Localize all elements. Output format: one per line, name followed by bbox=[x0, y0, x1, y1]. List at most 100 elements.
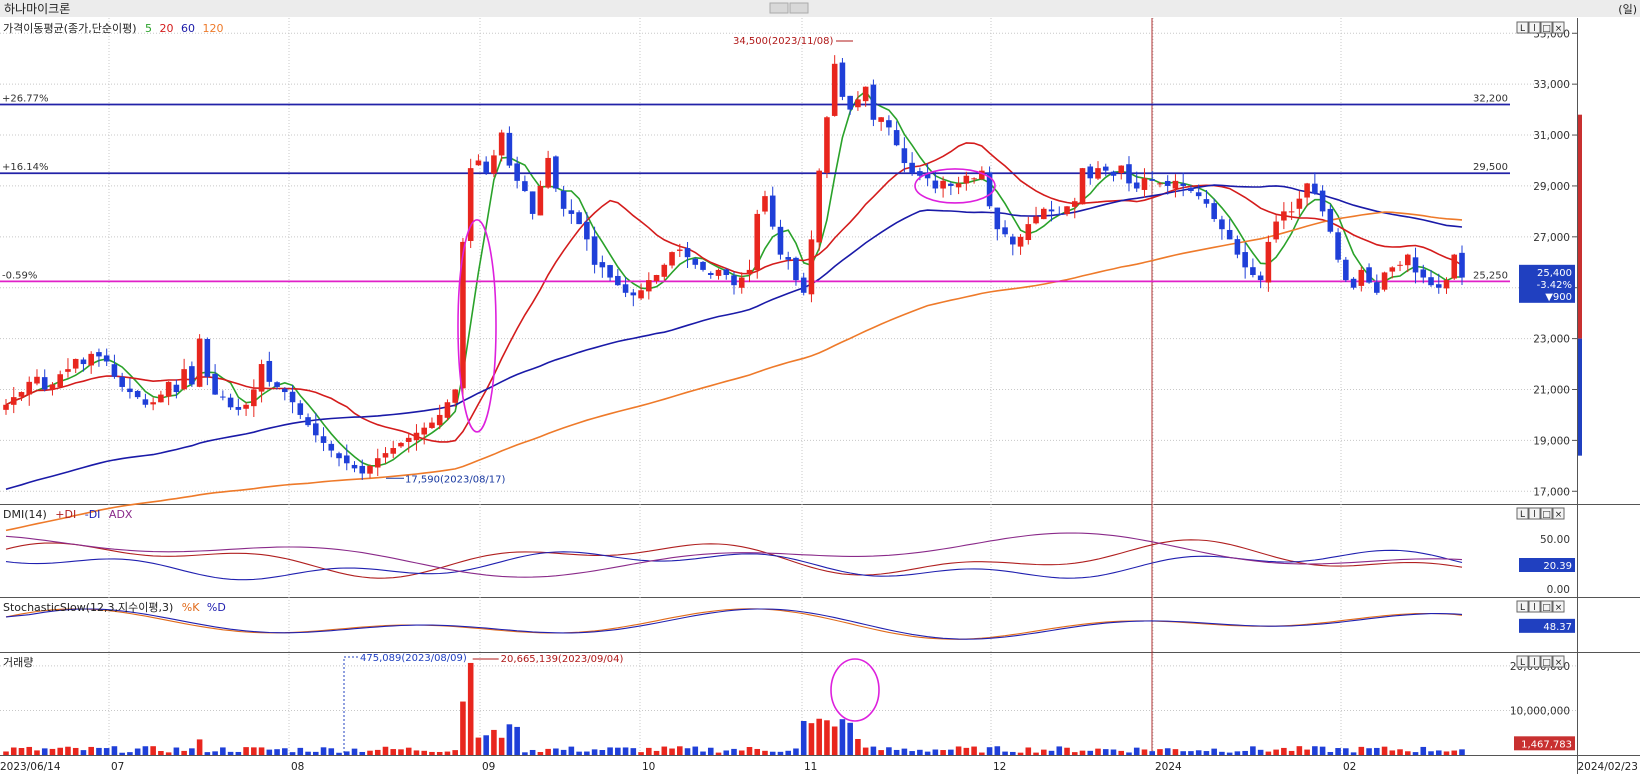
candle-body bbox=[328, 443, 335, 451]
panel-control-label[interactable]: □ bbox=[1542, 603, 1551, 613]
panel-control-button[interactable]: L bbox=[1516, 655, 1529, 668]
panel-control-button[interactable]: L bbox=[1516, 600, 1529, 613]
volume-bar bbox=[893, 749, 900, 755]
panel-control-bg[interactable] bbox=[1528, 507, 1541, 520]
panel-control-button[interactable]: l bbox=[1528, 655, 1541, 668]
panel-control-bg[interactable] bbox=[1540, 600, 1553, 613]
candle bbox=[34, 369, 40, 386]
panel-control-label[interactable]: l bbox=[1533, 603, 1536, 613]
panel-control-button[interactable]: □ bbox=[1540, 507, 1553, 520]
candle-body bbox=[1040, 208, 1047, 220]
candle-body bbox=[584, 221, 590, 240]
panel-control-bg[interactable] bbox=[1552, 21, 1565, 34]
panel-control-label[interactable]: L bbox=[1520, 658, 1525, 668]
panel-control-label[interactable]: □ bbox=[1542, 510, 1551, 520]
panel-control-bg[interactable] bbox=[1516, 21, 1529, 34]
panel-control-bg[interactable] bbox=[1516, 507, 1529, 520]
panel-control-button[interactable]: l bbox=[1528, 21, 1541, 34]
panel-control-bg[interactable] bbox=[1552, 655, 1565, 668]
panel-control-label[interactable]: × bbox=[1555, 510, 1563, 520]
panel-control-label[interactable]: × bbox=[1555, 603, 1563, 613]
panel-control-bg[interactable] bbox=[1516, 600, 1529, 613]
volume-bar bbox=[351, 748, 358, 755]
panel-control-button[interactable]: l bbox=[1528, 600, 1541, 613]
volume-bar bbox=[1435, 750, 1442, 755]
volume-bar bbox=[134, 748, 141, 755]
panel-control-bg[interactable] bbox=[1552, 600, 1565, 613]
panel-control-button[interactable]: L bbox=[1516, 21, 1529, 34]
candle bbox=[855, 91, 861, 111]
candle bbox=[948, 181, 954, 196]
candle-body bbox=[1459, 252, 1465, 278]
panel-control-label[interactable]: × bbox=[1555, 24, 1563, 34]
window-max-button[interactable] bbox=[789, 2, 809, 14]
volume-bar bbox=[1296, 746, 1303, 755]
volume-bar bbox=[1087, 750, 1094, 755]
volume-bar bbox=[862, 747, 869, 755]
panel-control-button[interactable]: □ bbox=[1540, 655, 1553, 668]
candle-body bbox=[1095, 168, 1101, 179]
volume-bar bbox=[3, 751, 9, 755]
candle-body bbox=[653, 274, 660, 281]
candle-body bbox=[955, 183, 962, 188]
candle bbox=[1219, 215, 1225, 240]
panel-control-button[interactable]: × bbox=[1552, 21, 1565, 34]
window-min-button[interactable] bbox=[769, 2, 789, 14]
panel-control-button[interactable]: × bbox=[1552, 507, 1565, 520]
panel-control-label[interactable]: l bbox=[1533, 510, 1536, 520]
panel-control-label[interactable]: L bbox=[1520, 510, 1525, 520]
panel-control-button[interactable]: □ bbox=[1540, 21, 1553, 34]
candle-body bbox=[1157, 183, 1163, 185]
candle-body bbox=[568, 210, 575, 214]
panel-control-label[interactable]: □ bbox=[1542, 658, 1551, 668]
candle-body bbox=[1149, 179, 1156, 181]
volume-bar bbox=[560, 749, 567, 755]
candle bbox=[1296, 190, 1303, 216]
volume-bar bbox=[522, 752, 528, 755]
volume-bar bbox=[994, 746, 1001, 755]
candle bbox=[684, 241, 691, 268]
panel-control-label[interactable]: □ bbox=[1542, 24, 1551, 34]
panel-control-label[interactable]: l bbox=[1533, 658, 1536, 668]
candle bbox=[173, 379, 180, 399]
panel-control-label[interactable]: L bbox=[1520, 603, 1525, 613]
panel-control-bg[interactable] bbox=[1528, 21, 1541, 34]
candle-body bbox=[452, 389, 458, 403]
panel-control-bg[interactable] bbox=[1552, 507, 1565, 520]
panel-control-button[interactable]: □ bbox=[1540, 600, 1553, 613]
volume-bar bbox=[599, 750, 606, 755]
panel-control-button[interactable]: l bbox=[1528, 507, 1541, 520]
volume-bar bbox=[1412, 752, 1419, 755]
panel-control-bg[interactable] bbox=[1540, 21, 1553, 34]
candle-body bbox=[374, 458, 381, 468]
panel-control-button[interactable]: L bbox=[1516, 507, 1529, 520]
candle-body bbox=[948, 183, 954, 186]
volume-bar bbox=[266, 749, 273, 755]
candle-body bbox=[692, 258, 699, 265]
panel-control-button[interactable]: × bbox=[1552, 655, 1565, 668]
panel-control-label[interactable]: × bbox=[1555, 658, 1563, 668]
panel-control-bg[interactable] bbox=[1540, 655, 1553, 668]
volume-legend-label: 거래량 bbox=[3, 656, 33, 669]
indicator-layer bbox=[5, 532, 1463, 640]
candle-body bbox=[661, 264, 668, 277]
panel-control-label[interactable]: l bbox=[1533, 24, 1536, 34]
panel-control-bg[interactable] bbox=[1516, 655, 1529, 668]
panel-control-bg[interactable] bbox=[1528, 600, 1541, 613]
candle-body bbox=[212, 373, 218, 395]
candle bbox=[1397, 261, 1403, 272]
panel-control-label[interactable]: L bbox=[1520, 24, 1525, 34]
candle-body bbox=[1025, 224, 1032, 241]
volume-bar bbox=[460, 701, 466, 755]
panel-control-bg[interactable] bbox=[1540, 507, 1553, 520]
candle bbox=[1172, 174, 1179, 198]
panel-control-button[interactable]: × bbox=[1552, 600, 1565, 613]
dmi-tick-label: 50.00 bbox=[1540, 534, 1570, 546]
candle bbox=[1133, 171, 1140, 192]
panel-control-bg[interactable] bbox=[1528, 655, 1541, 668]
candle-body bbox=[514, 163, 520, 181]
price-tick-label: 29,000 bbox=[1533, 181, 1570, 193]
candle bbox=[1126, 156, 1132, 192]
candle-body bbox=[754, 213, 761, 271]
candle bbox=[529, 191, 536, 220]
